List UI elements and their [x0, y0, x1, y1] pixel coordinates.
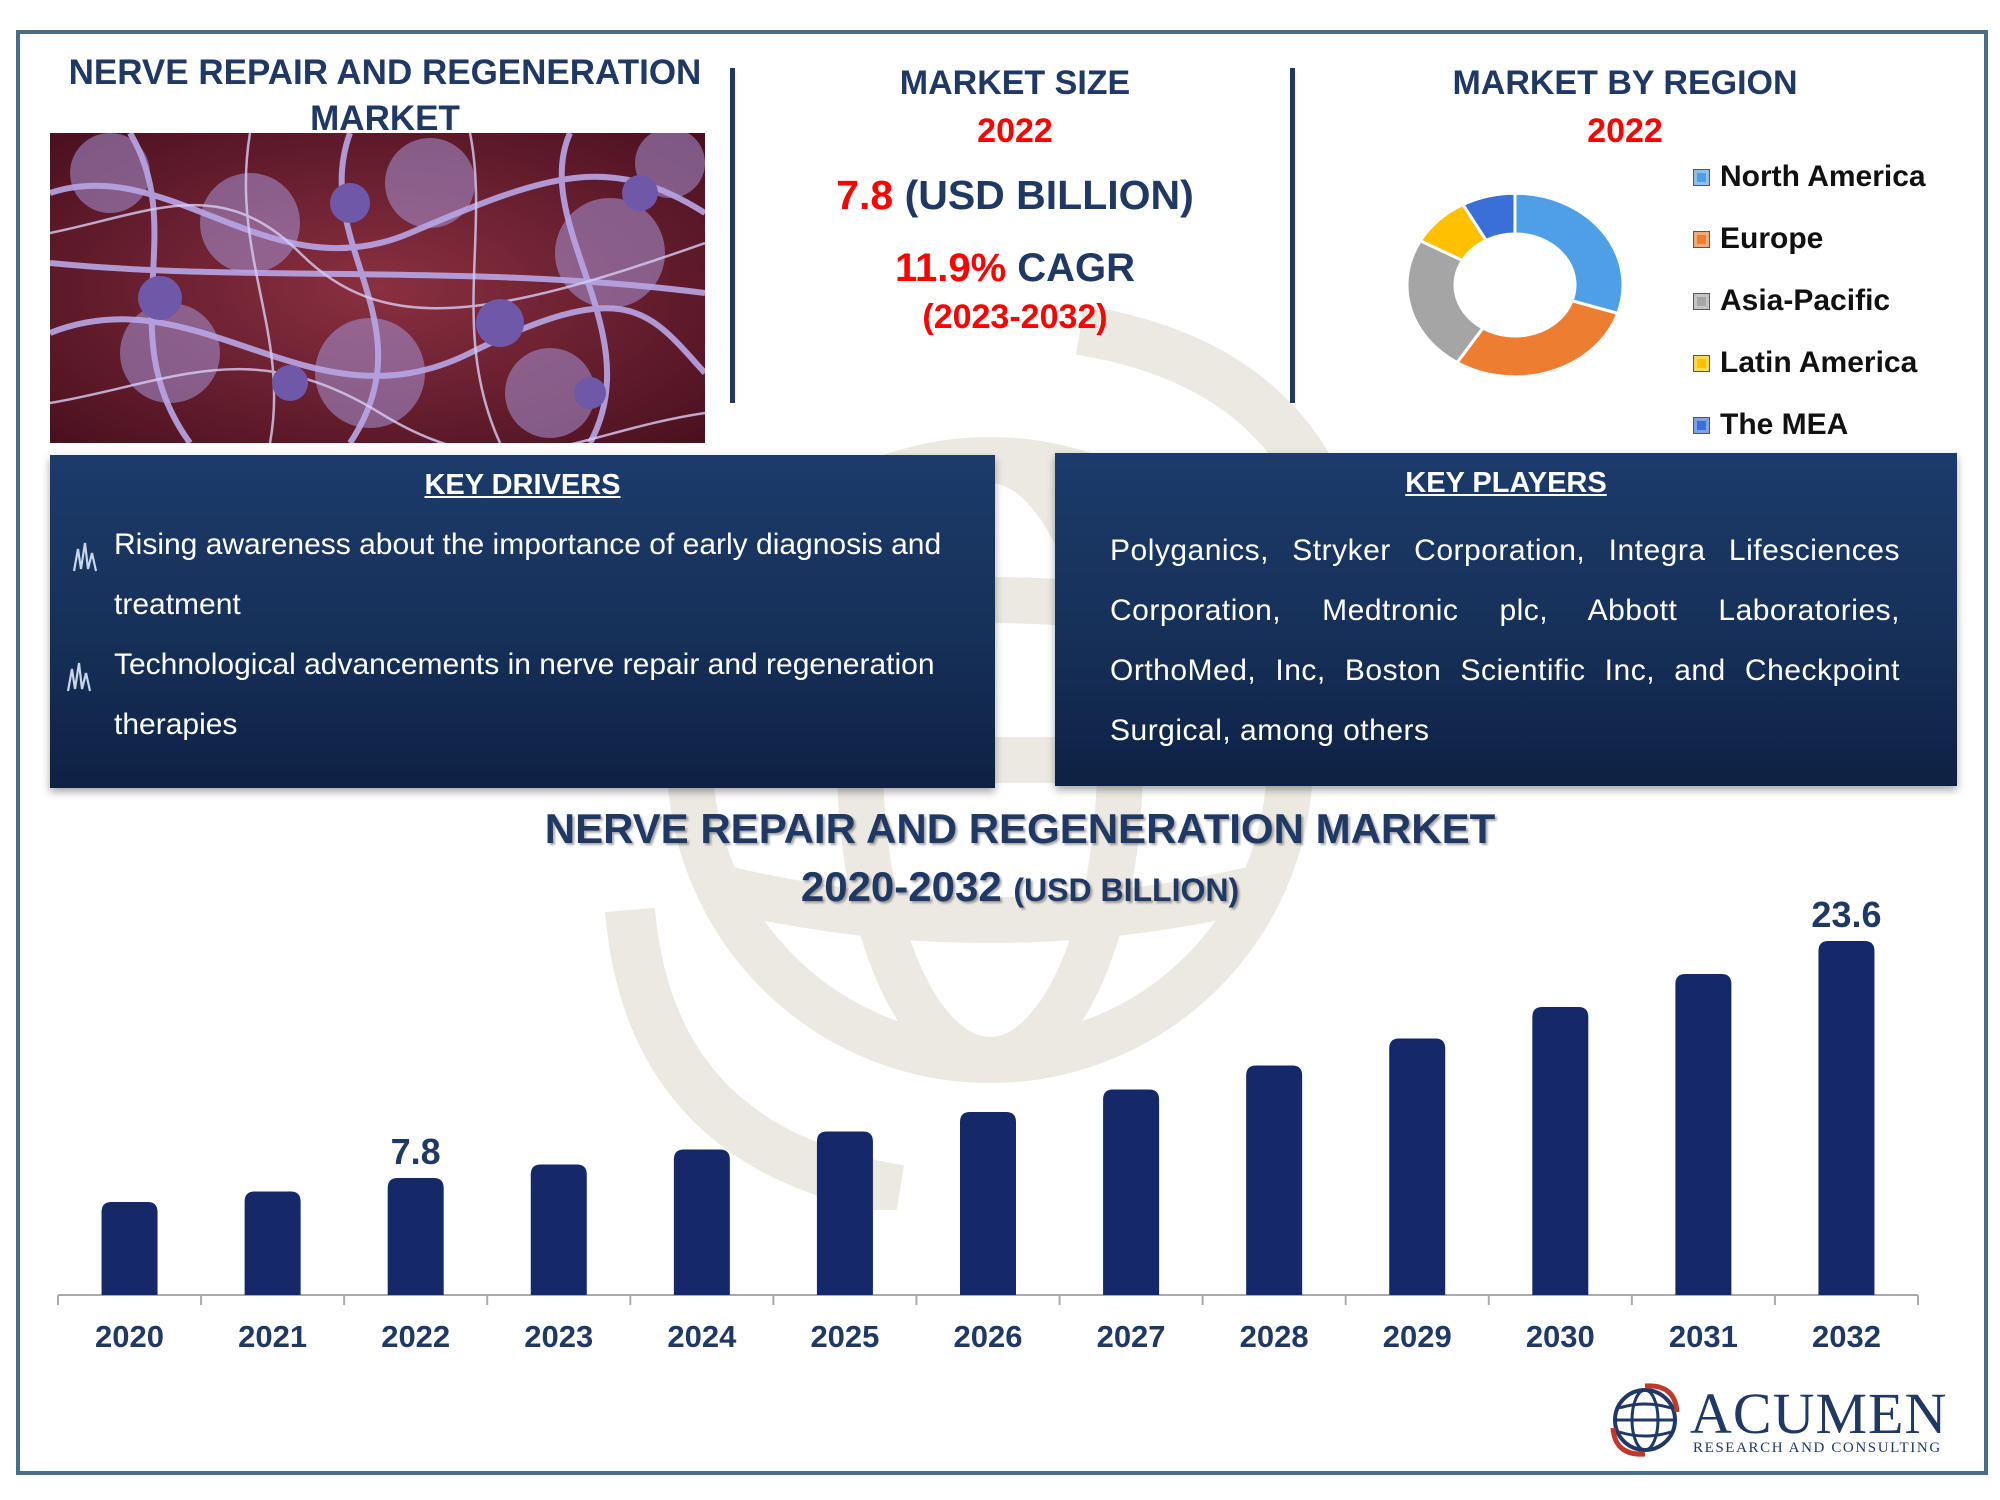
bar: [101, 1202, 158, 1295]
key-players-title: KEY PLAYERS: [1405, 467, 1607, 499]
region-label: MARKET BY REGION: [1452, 64, 1798, 102]
key-players-text: Polyganics, Stryker Corporation, Integra…: [1110, 534, 1900, 747]
acumen-logo: ACUMEN RESEARCH AND CONSULTING: [1605, 1378, 1948, 1458]
driver-item-line1: Rising awareness about the importance of…: [114, 528, 942, 561]
chart-title: NERVE REPAIR AND REGENERATION MARKET 202…: [440, 800, 1600, 919]
driver-item-line1: Technological advancements in nerve repa…: [114, 648, 935, 681]
driver-item-line2: therapies: [114, 708, 238, 741]
bar: [244, 1191, 301, 1295]
market-size-unit: (USD BILLION): [904, 172, 1194, 218]
market-size-year: 2022: [977, 112, 1053, 150]
bar: [816, 1131, 873, 1295]
legend-swatch: [1693, 230, 1710, 248]
legend-label: Latin America: [1720, 346, 1918, 379]
legend-swatch: [1693, 354, 1710, 372]
x-tick-label: 2032: [1812, 1319, 1881, 1354]
bar: [1246, 1065, 1303, 1295]
bar: [1389, 1038, 1446, 1295]
legend-swatch: [1693, 292, 1710, 310]
x-tick-label: 2031: [1669, 1319, 1738, 1354]
x-tick-label: 2025: [810, 1319, 879, 1354]
cagr-value: 11.9%: [894, 246, 1007, 290]
key-drivers-title: KEY DRIVERS: [424, 469, 621, 501]
legend-label: Europe: [1720, 222, 1824, 255]
x-tick-label: 2027: [1097, 1319, 1166, 1354]
main-title-line1: NERVE REPAIR AND REGENERATION: [68, 53, 702, 92]
bar: [1103, 1089, 1160, 1295]
chart-title-period: 2020-2032: [800, 863, 1002, 910]
bar: [673, 1149, 730, 1295]
legend-item: Europe: [1693, 208, 1926, 270]
cagr-label: CAGR: [1017, 246, 1136, 290]
donut-slice: [1513, 191, 1625, 316]
key-drivers-box: KEY DRIVERS Rising awareness about the i…: [50, 455, 995, 788]
region-legend: North America Europe Asia-Pacific Latin Ame…: [1693, 146, 1926, 456]
data-label: 7.8: [391, 1131, 441, 1172]
market-size-value: 7.8: [836, 172, 894, 218]
driver-bullet-icon: [66, 662, 92, 692]
bar: [387, 1178, 444, 1295]
cagr-line: 11.9% CAGR: [760, 246, 1270, 291]
driver-bullet-icon: [72, 542, 98, 572]
bar: [960, 1112, 1016, 1295]
donut-slice: [1454, 298, 1620, 379]
legend-item: North America: [1693, 146, 1926, 208]
bar: [1818, 941, 1875, 1295]
logo-subtitle: RESEARCH AND CONSULTING: [1693, 1440, 1942, 1456]
main-title-line2: MARKET: [310, 99, 460, 138]
legend-swatch: [1693, 168, 1710, 186]
region-donut-chart: [1405, 191, 1625, 379]
bar: [1532, 1007, 1589, 1295]
key-players-box: KEY PLAYERS Polyganics, Stryker Corporat…: [1055, 453, 1957, 786]
header-divider-1: [730, 68, 735, 403]
market-size-label: MARKET SIZE: [899, 64, 1131, 102]
x-tick-label: 2022: [381, 1319, 450, 1354]
driver-item: Rising awareness about the importance of…: [114, 515, 974, 635]
globe-logo-icon: [1610, 1383, 1680, 1457]
driver-item-line2: treatment: [114, 588, 241, 621]
driver-item: Technological advancements in nerve repa…: [114, 635, 974, 755]
chart-title-line2: 2020-2032 (USD BILLION): [440, 858, 1600, 919]
chart-title-line1: NERVE REPAIR AND REGENERATION MARKET: [544, 805, 1496, 852]
x-tick-label: 2020: [95, 1319, 164, 1354]
legend-item: Asia-Pacific: [1693, 270, 1926, 332]
bar: [530, 1164, 587, 1295]
cagr-period: (2023-2032): [922, 298, 1108, 336]
bar: [1675, 974, 1732, 1295]
donut-slice: [1405, 238, 1486, 365]
x-tick-label: 2026: [954, 1319, 1023, 1354]
x-tick-label: 2024: [667, 1319, 737, 1354]
region-year: 2022: [1587, 112, 1663, 150]
x-tick-label: 2028: [1240, 1319, 1309, 1354]
legend-label: The MEA: [1720, 408, 1849, 441]
x-tick-label: 2030: [1526, 1319, 1595, 1354]
market-size-value-line: 7.8 (USD BILLION): [760, 172, 1270, 219]
neuron-image: [50, 133, 705, 443]
main-title: NERVE REPAIR AND REGENERATION MARKET: [60, 50, 710, 142]
logo-name: ACUMEN: [1690, 1381, 1948, 1446]
market-bar-chart: 2020 2021 2022 7.8 2023 2024 2025 2026 2027 2028 2…: [57, 894, 1919, 1354]
data-label: 23.6: [1811, 894, 1881, 935]
legend-item: The MEA: [1693, 394, 1926, 456]
x-tick-label: 2021: [238, 1319, 307, 1354]
x-tick-label: 2029: [1383, 1319, 1452, 1354]
legend-item: Latin America: [1693, 332, 1926, 394]
legend-label: North America: [1720, 160, 1926, 193]
chart-title-unit: (USD BILLION): [1013, 872, 1240, 908]
donut-slice: [1460, 191, 1517, 243]
legend-label: Asia-Pacific: [1720, 284, 1891, 317]
legend-swatch: [1693, 416, 1710, 434]
header-divider-2: [1290, 68, 1295, 403]
x-tick-label: 2023: [524, 1319, 593, 1354]
